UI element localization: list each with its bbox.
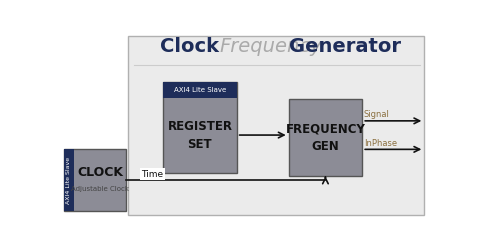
- Bar: [163, 82, 237, 173]
- Bar: [128, 36, 424, 215]
- Text: Signal: Signal: [364, 110, 390, 119]
- Text: AXI4 Lite Slave: AXI4 Lite Slave: [66, 156, 72, 204]
- Bar: [64, 149, 74, 211]
- Text: REGISTER
SET: REGISTER SET: [168, 120, 232, 150]
- Text: Clock: Clock: [160, 38, 219, 56]
- Text: Adjustable Clock: Adjustable Clock: [71, 186, 129, 192]
- Text: Time: Time: [142, 170, 164, 178]
- Text: CLOCK: CLOCK: [77, 166, 123, 179]
- Text: FREQUENCY
GEN: FREQUENCY GEN: [286, 122, 365, 153]
- Text: Frequency: Frequency: [220, 38, 322, 56]
- Text: AXI4 Lite Slave: AXI4 Lite Slave: [174, 87, 226, 93]
- Bar: [288, 99, 362, 176]
- Text: InPhase: InPhase: [364, 139, 397, 148]
- Bar: [64, 149, 126, 211]
- Text: Generator: Generator: [288, 38, 401, 56]
- Bar: [163, 82, 237, 98]
